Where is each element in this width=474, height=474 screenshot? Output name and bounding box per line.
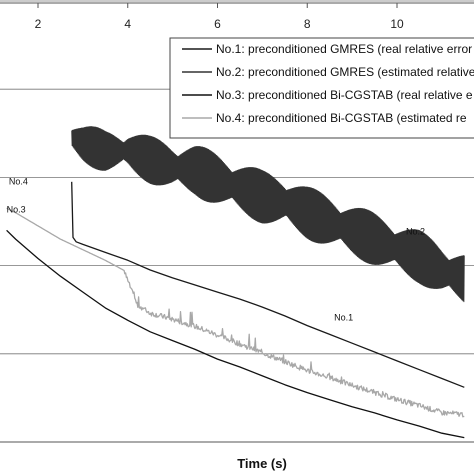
x-tick-label-1: 4 bbox=[124, 17, 131, 31]
series-layer bbox=[6, 126, 465, 439]
series-annotation-0: No.1 bbox=[334, 312, 353, 322]
x-axis-title: Time (s) bbox=[237, 456, 287, 471]
series-annotation-3: No.4 bbox=[9, 176, 28, 186]
legend-box bbox=[169, 37, 474, 139]
x-tick-label-0: 2 bbox=[35, 17, 42, 31]
legend: No.1: preconditioned GMRES (real relativ… bbox=[169, 37, 474, 139]
legend-label-no2: No.2: preconditioned GMRES (estimated re… bbox=[216, 65, 474, 79]
annotations: No.1 No.2 No.3 No.4 bbox=[7, 176, 425, 322]
series-annotation-2: No.3 bbox=[7, 205, 26, 215]
legend-label-no1: No.1: preconditioned GMRES (real relativ… bbox=[216, 42, 472, 56]
legend-label-no3: No.3: preconditioned Bi-CGSTAB (real rel… bbox=[216, 88, 473, 102]
x-tick-label-3: 8 bbox=[304, 17, 311, 31]
series-annotation-1: No.2 bbox=[406, 227, 425, 237]
series-line-no1 bbox=[71, 181, 465, 388]
x-tick-label-2: 6 bbox=[214, 17, 221, 31]
x-tick-labels: 2 4 6 8 10 bbox=[35, 3, 404, 31]
axis-layer bbox=[0, 2, 474, 443]
series-line-no3 bbox=[6, 229, 465, 439]
legend-label-no4: No.4: preconditioned Bi-CGSTAB (estimate… bbox=[216, 111, 467, 125]
x-tick-label-4: 10 bbox=[390, 17, 404, 31]
series-line-no2 bbox=[71, 126, 465, 303]
series-line-no4 bbox=[6, 207, 465, 418]
